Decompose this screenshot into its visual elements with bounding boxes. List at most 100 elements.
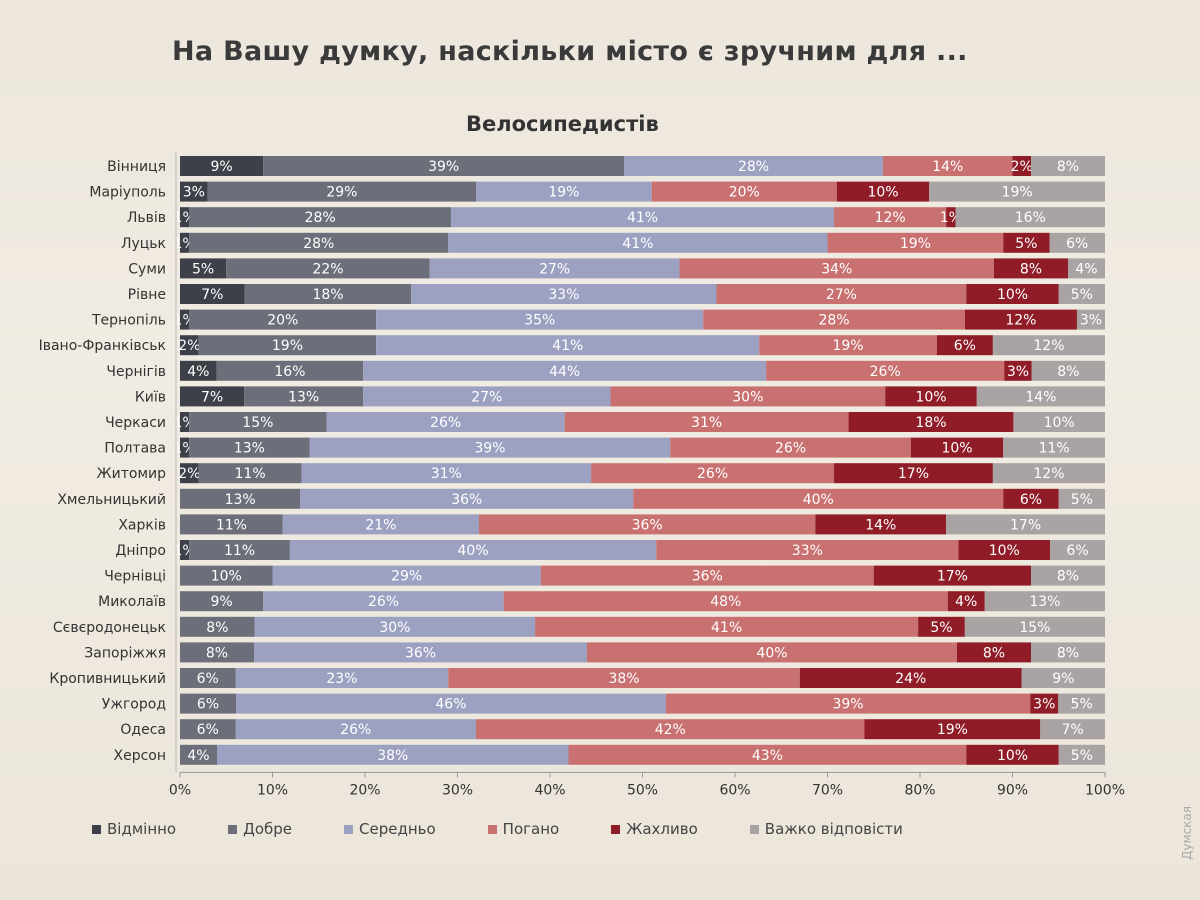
bar-segment	[180, 463, 199, 484]
data-label: 7%	[201, 389, 223, 405]
data-label: 5%	[930, 620, 952, 636]
bar-segment	[180, 693, 237, 714]
bar-segment	[957, 642, 1031, 663]
bar-segment	[946, 514, 1105, 535]
bar-segment	[236, 693, 666, 714]
data-label: 41%	[627, 210, 658, 226]
data-label: 27%	[826, 287, 857, 303]
data-label: 24%	[895, 671, 926, 687]
bar-segment	[936, 335, 993, 356]
legend-swatch	[228, 824, 238, 834]
bar-segment	[235, 668, 449, 688]
bar-segment	[180, 591, 264, 612]
bar-segment	[180, 207, 190, 228]
x-tick-label: 80%	[904, 782, 935, 798]
data-label: 14%	[865, 517, 896, 533]
bar-segment	[198, 335, 377, 356]
bar-segment	[766, 360, 1005, 381]
bar-segment	[799, 668, 1022, 688]
data-label: 10%	[997, 748, 1028, 764]
x-tick-label: 10%	[257, 782, 288, 798]
data-label: 6%	[1020, 492, 1042, 508]
data-label: 10%	[1044, 415, 1075, 431]
bar-segment	[1030, 693, 1059, 714]
data-label: 33%	[548, 287, 579, 303]
bar-segment	[864, 719, 1041, 740]
data-label: 22%	[312, 261, 343, 277]
category-label: Запоріжжя	[84, 645, 166, 661]
data-label: 5%	[1071, 697, 1093, 713]
category-label: Черкаси	[105, 415, 166, 431]
legend-swatch	[611, 824, 621, 834]
bar-segment	[834, 207, 947, 228]
bar-segment	[448, 668, 800, 688]
legend-label: Жахливо	[626, 820, 698, 838]
data-label: 36%	[405, 645, 436, 661]
category-label: Херсон	[113, 748, 166, 764]
data-label: 3%	[1033, 697, 1055, 713]
bar-segment	[189, 207, 451, 228]
data-label: 13%	[288, 389, 319, 405]
bar-segment	[180, 565, 273, 586]
bar-segment	[180, 540, 190, 560]
data-label: 9%	[1052, 671, 1074, 687]
data-label: 29%	[326, 185, 357, 201]
bar-segment	[848, 412, 1014, 432]
data-label: 17%	[1010, 517, 1041, 533]
data-label: 27%	[471, 389, 502, 405]
data-label: 26%	[340, 722, 371, 738]
bar-segment	[966, 284, 1059, 304]
x-tick-label: 50%	[627, 782, 658, 798]
bar-segment	[301, 463, 592, 484]
legend-swatch	[92, 824, 101, 834]
data-label: 9%	[211, 594, 233, 610]
bar-segment	[947, 591, 985, 612]
bar-segment	[540, 565, 874, 586]
data-label: 19%	[548, 185, 579, 201]
bar-segment	[885, 386, 977, 407]
bar-segment	[670, 437, 911, 458]
x-tick-label: 0%	[169, 782, 191, 798]
data-label: 26%	[870, 364, 901, 380]
data-label: 19%	[900, 236, 931, 252]
legend-item: Жахливо	[611, 820, 698, 838]
data-label: 10%	[941, 441, 972, 457]
data-label: 19%	[272, 338, 303, 354]
bar-segment	[946, 207, 956, 228]
bar-segment	[966, 744, 1059, 765]
data-label: 35%	[524, 313, 555, 329]
data-label: 3%	[183, 185, 205, 201]
data-label: 41%	[552, 338, 583, 354]
bar-segment	[263, 591, 504, 612]
legend-item: Погано	[487, 820, 560, 838]
data-label: 10%	[211, 569, 242, 585]
bar-segment	[703, 309, 965, 330]
bar-segment	[955, 207, 1105, 228]
bar-segment	[976, 386, 1105, 407]
data-label: 19%	[832, 338, 863, 354]
data-label: 12%	[875, 210, 906, 226]
legend-label: Погано	[502, 820, 560, 838]
bar-segment	[180, 488, 301, 509]
data-label: 42%	[655, 722, 686, 738]
chart-title: Велосипедистів	[466, 112, 659, 136]
data-label: 31%	[691, 415, 722, 431]
bar-segment	[958, 540, 1051, 560]
watermark: Думская	[1180, 806, 1194, 860]
bar-segment	[1058, 744, 1105, 765]
data-label: 31%	[431, 466, 462, 482]
data-label: 44%	[549, 364, 580, 380]
data-label: 46%	[435, 697, 466, 713]
category-label: Рівне	[128, 287, 166, 303]
legend: Відмінно Добре Середньо Погано Жахливо Важко …	[92, 820, 955, 838]
bar-segment	[254, 642, 587, 663]
category-label: Кропивницький	[49, 671, 166, 687]
bar-segment	[910, 437, 1004, 458]
data-label: 15%	[242, 415, 273, 431]
bar-segment	[1040, 719, 1105, 740]
bar-segment	[633, 488, 1004, 509]
bar-segment	[180, 642, 254, 663]
data-label: 16%	[1015, 210, 1046, 226]
category-label: Миколаїв	[98, 594, 166, 610]
